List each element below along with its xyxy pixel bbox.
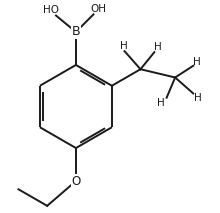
Text: H: H [154,42,161,52]
Text: B: B [72,25,80,39]
Text: H: H [158,98,165,108]
Text: HO: HO [43,5,59,15]
Text: OH: OH [91,4,107,14]
Text: H: H [194,93,202,103]
Text: H: H [193,57,201,67]
Text: H: H [119,41,127,51]
Text: O: O [71,174,81,188]
